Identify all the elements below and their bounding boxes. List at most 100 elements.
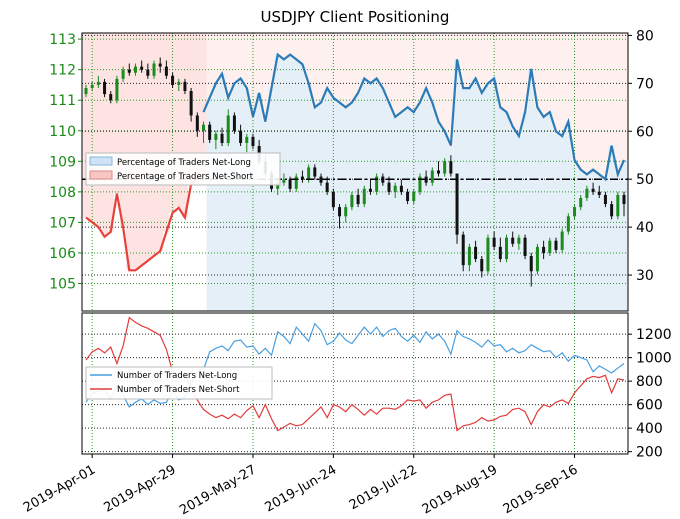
long-shade-top — [243, 33, 251, 89]
legend-label: Percentage of Traders Net-Long — [117, 158, 251, 168]
short-shade — [132, 33, 140, 271]
long-shade-top — [484, 33, 492, 84]
candle-body — [480, 259, 484, 272]
long-shade-top — [497, 33, 504, 108]
long-shade-top — [293, 33, 300, 60]
candle-body — [585, 188, 589, 198]
candle-body — [158, 63, 162, 67]
long-shade — [299, 64, 307, 311]
candle-body — [436, 170, 440, 174]
short-shade-base — [132, 270, 140, 311]
candle-body — [591, 188, 595, 192]
candle-body — [387, 182, 391, 192]
short-shade — [119, 33, 127, 228]
candle-body — [127, 69, 131, 73]
long-shade — [231, 83, 239, 312]
long-shade — [256, 92, 263, 312]
long-shade — [608, 145, 616, 311]
long-shade — [571, 160, 579, 311]
pct-tick-label: 70 — [636, 76, 654, 92]
candle-body — [171, 75, 175, 85]
date-tick-label: 2019-May-27 — [177, 462, 259, 518]
long-shade-top — [225, 33, 232, 98]
long-shade-top — [620, 33, 628, 161]
candle-body — [152, 63, 156, 76]
long-shade-top — [385, 33, 393, 103]
count-tick-label: 400 — [636, 421, 663, 437]
long-shade-top — [466, 33, 474, 89]
long-shade — [237, 78, 245, 311]
candle-body — [511, 237, 515, 244]
long-shade-top — [305, 33, 313, 84]
candle-body — [84, 87, 88, 95]
candle-body — [232, 115, 236, 131]
long-shade — [435, 121, 443, 311]
short-shade-base — [101, 236, 109, 311]
short-shade — [101, 33, 109, 237]
candle-body — [418, 176, 422, 192]
legend-swatch — [89, 170, 113, 180]
long-shade-top — [596, 33, 603, 175]
short-shade — [194, 33, 201, 180]
candle-body — [121, 69, 125, 79]
long-shade-top — [453, 33, 461, 60]
candle-body — [486, 237, 490, 272]
candle-body — [622, 194, 626, 205]
candle-body — [362, 188, 366, 205]
candle-body — [294, 176, 298, 189]
count-tick-label: 600 — [636, 398, 663, 414]
candle-body — [498, 246, 502, 260]
legend-box — [85, 152, 281, 186]
candle-body — [610, 204, 614, 217]
long-shade — [528, 68, 535, 311]
candle-body — [319, 176, 323, 183]
long-shade — [478, 92, 486, 312]
candle-body — [424, 176, 428, 183]
long-shade-top — [509, 33, 517, 127]
long-shade — [324, 88, 331, 311]
candle-body — [140, 66, 144, 70]
candle-body — [214, 133, 218, 140]
long-shade-top — [262, 33, 269, 122]
candle-body — [307, 167, 311, 180]
candle-body — [412, 191, 416, 202]
price-tick-label: 111 — [49, 93, 76, 109]
legend-box — [85, 366, 273, 400]
candle-body — [461, 234, 465, 266]
short-shade — [181, 33, 189, 218]
short-shade-base — [157, 251, 164, 311]
candle-body — [467, 246, 471, 266]
candle-body — [344, 207, 348, 217]
candle-body — [282, 179, 286, 183]
count-tick-label: 800 — [636, 374, 663, 390]
candle-body — [115, 78, 119, 101]
candle-body — [368, 188, 372, 192]
candle-body — [474, 246, 478, 260]
long-shade-top — [546, 33, 554, 113]
candle-body — [195, 115, 199, 131]
short-shade-base — [144, 260, 152, 311]
candle-body — [579, 197, 583, 208]
candle-body — [220, 133, 224, 143]
candle-body — [183, 81, 187, 92]
long-shade-top — [268, 33, 276, 89]
long-shade — [429, 102, 436, 311]
candle-body — [313, 167, 317, 177]
price-tick-label: 109 — [49, 154, 76, 170]
candle-body — [529, 256, 533, 272]
series-line — [202, 52, 626, 182]
long-shade — [521, 112, 529, 311]
pct-tick-label: 60 — [636, 124, 654, 140]
long-shade-top — [559, 33, 566, 137]
legend-label: Number of Traders Net-Long — [117, 371, 237, 381]
candle-body — [90, 84, 94, 88]
long-shade — [602, 179, 610, 311]
candle-body — [276, 182, 280, 189]
long-shade — [466, 88, 474, 311]
candle-body — [201, 124, 205, 131]
short-shade — [82, 33, 90, 218]
long-shade-top — [274, 33, 282, 55]
long-shade-top — [330, 33, 337, 98]
candle-body — [573, 207, 577, 217]
price-axis: 105 106 107 108 109 110 111 112 113 — [49, 32, 82, 293]
